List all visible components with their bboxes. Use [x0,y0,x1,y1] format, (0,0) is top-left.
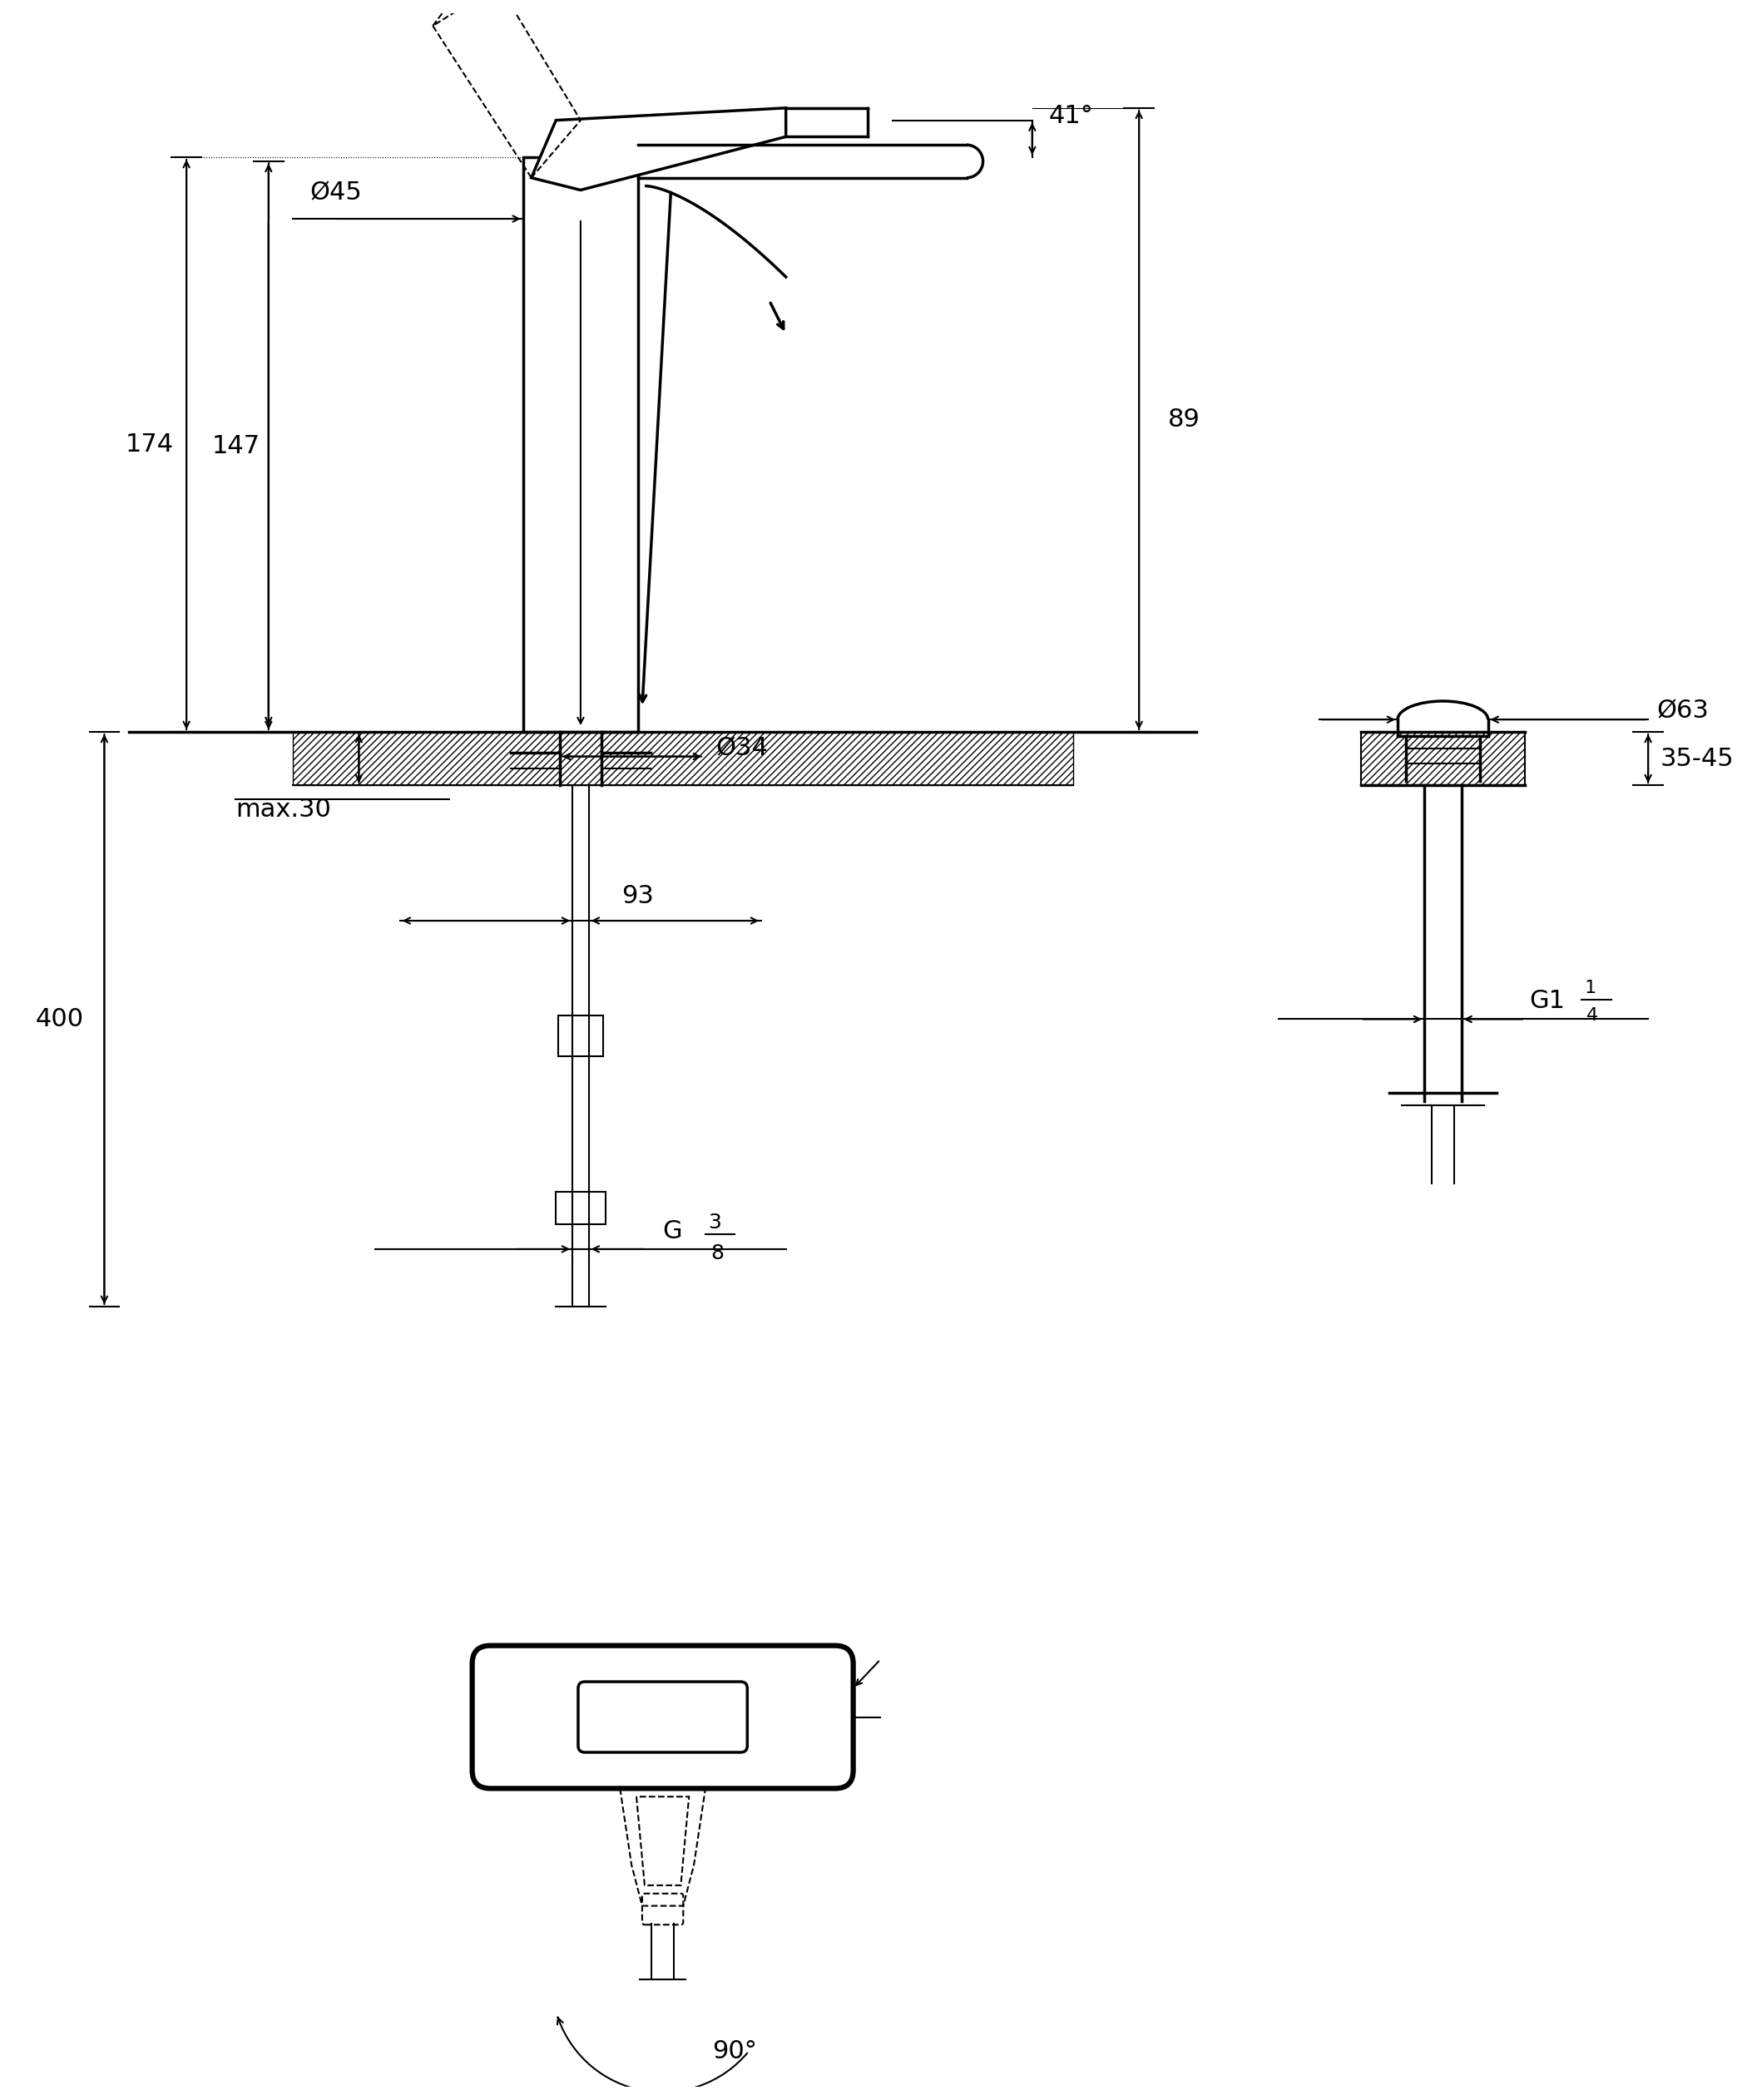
Text: 4: 4 [1587,1006,1598,1023]
Text: 41°: 41° [1049,105,1093,128]
Text: G1: G1 [1529,989,1565,1012]
Text: Ø45: Ø45 [310,181,363,204]
Bar [524,158,638,733]
Text: 3: 3 [708,1214,722,1233]
Text: 89: 89 [1169,407,1200,433]
Bar [293,733,1074,785]
Text: Ø34: Ø34 [717,737,769,760]
Text: 174: 174 [126,433,173,456]
Text: 147: 147 [212,435,261,458]
Bar [559,1014,603,1056]
Text: 90°: 90° [711,2039,757,2062]
Text: 8: 8 [710,1243,724,1264]
Text: 1: 1 [1584,981,1596,995]
Text: Ø63: Ø63 [1656,699,1708,722]
Text: max.30: max.30 [237,798,331,821]
Bar [555,1191,604,1224]
Text: 400: 400 [35,1008,84,1031]
Text: 93: 93 [622,884,653,907]
FancyBboxPatch shape [473,1646,853,1789]
Text: 35-45: 35-45 [1661,746,1734,771]
Text: G: G [662,1218,682,1243]
Polygon shape [531,107,787,191]
Bar [1361,733,1524,785]
FancyBboxPatch shape [578,1682,748,1751]
